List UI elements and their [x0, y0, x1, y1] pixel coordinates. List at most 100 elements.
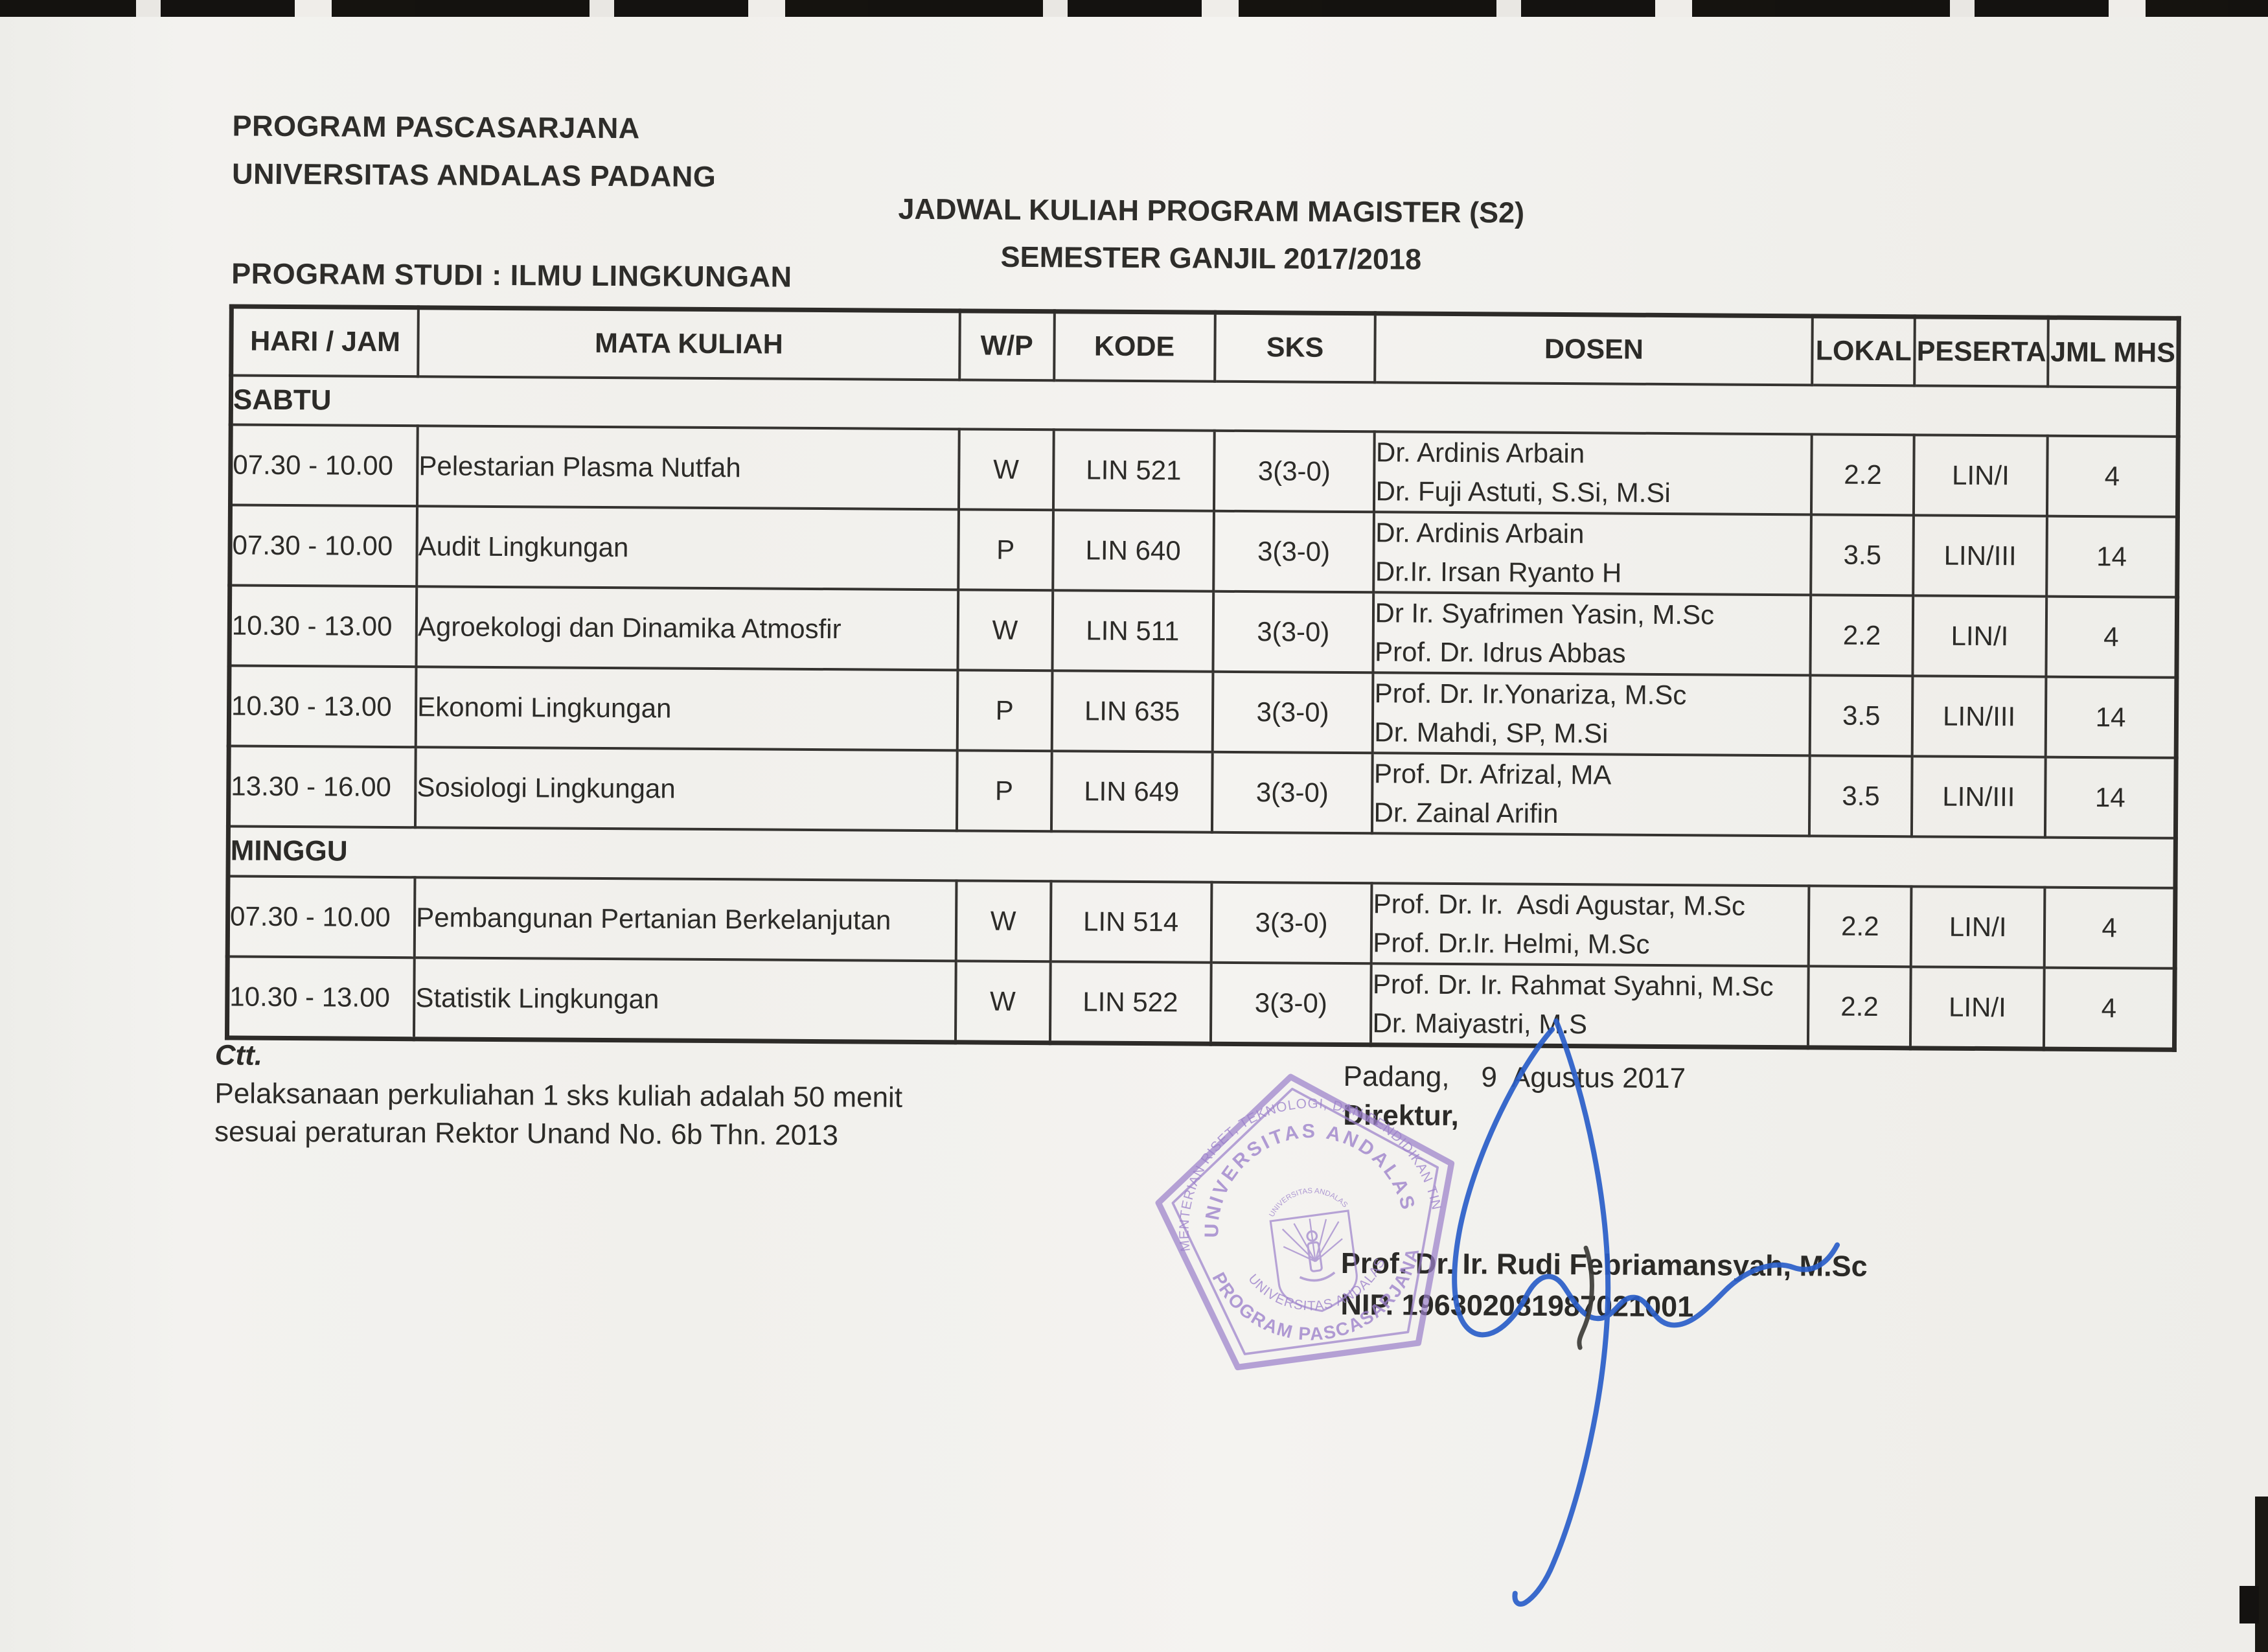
cell-lokal: 2.2 [1810, 594, 1914, 676]
cell-jml-mhs: 14 [2046, 516, 2178, 597]
cell-sks: 3(3-0) [1211, 882, 1372, 963]
title-line-1: JADWAL KULIAH PROGRAM MAGISTER (S2) [898, 192, 1525, 229]
dosen-line: Dr. Maiyastri, M.S [1372, 1007, 1588, 1039]
dosen-line: Prof. Dr.Ir. Helmi, M.Sc [1373, 926, 1650, 959]
cell-jam: 13.30 - 16.00 [228, 745, 416, 827]
cell-peserta: LIN/III [1912, 755, 2046, 838]
cell-sks: 3(3-0) [1210, 962, 1372, 1045]
col-header-hari-jam: HARI / JAM [231, 306, 418, 376]
cell-mata-kuliah: Agroekologi dan Dinamika Atmosfir [416, 586, 958, 670]
cell-peserta: LIN/I [1914, 434, 2048, 516]
cell-lokal: 2.2 [1809, 885, 1912, 967]
cell-dosen: Prof. Dr. Ir.Yonariza, M.Sc Dr. Mahdi, SP… [1373, 672, 1811, 755]
table-row: 07.30 - 10.00 Pembangunan Pertanian Berk… [227, 875, 2175, 969]
cell-kode: LIN 640 [1052, 509, 1214, 591]
col-header-jml-mhs: JML MHS [2048, 317, 2179, 387]
cell-jam: 10.30 - 13.00 [229, 665, 417, 747]
col-header-mata-kuliah: MATA KULIAH [418, 307, 960, 380]
stamp-emblem [1269, 1210, 1358, 1313]
cell-sks: 3(3-0) [1212, 591, 1374, 672]
col-header-dosen: DOSEN [1375, 313, 1813, 385]
program-studi-label: PROGRAM STUDI : ILMU LINGKUNGAN [231, 257, 792, 293]
cell-lokal: 2.2 [1808, 965, 1911, 1048]
dosen-line: Dr. Mahdi, SP, M.Si [1374, 716, 1609, 748]
dosen-line: Dr. Ardinis Arbain [1375, 436, 1585, 468]
cell-jml-mhs: 14 [2045, 757, 2177, 838]
cell-kode: LIN 635 [1051, 670, 1213, 752]
cell-wp: W [956, 880, 1051, 961]
cell-kode: LIN 521 [1053, 429, 1215, 511]
scanner-edge-right [2255, 1497, 2268, 1652]
cell-peserta: LIN/I [1910, 886, 2045, 968]
cell-kode: LIN 522 [1049, 961, 1211, 1044]
cell-dosen: Prof. Dr. Ir. Rahmat Syahni, M.Sc Dr. Mai… [1371, 963, 1809, 1048]
cell-peserta: LIN/I [1910, 966, 2045, 1049]
cell-peserta: LIN/I [1912, 595, 2047, 677]
cell-wp: P [957, 669, 1052, 751]
cell-mata-kuliah: Audit Lingkungan [417, 505, 959, 590]
cell-jml-mhs: 14 [2045, 676, 2177, 758]
cell-sks: 3(3-0) [1213, 430, 1375, 512]
cell-jam: 10.30 - 13.00 [229, 584, 417, 667]
dosen-line: Dr. Fuji Astuti, S.Si, M.Si [1375, 475, 1671, 508]
cell-dosen: Prof. Dr. Ir. Asdi Agustar, M.Sc Prof. Dr… [1371, 882, 1809, 966]
dosen-line: Prof. Dr. Idrus Abbas [1374, 636, 1626, 669]
cell-wp: P [956, 750, 1052, 831]
table-row: 10.30 - 13.00 Statistik Lingkungan W LIN… [227, 956, 2175, 1050]
cell-sks: 3(3-0) [1211, 751, 1373, 833]
cell-peserta: LIN/III [1913, 514, 2048, 597]
cell-peserta: LIN/III [1912, 675, 2046, 757]
cell-jam: 07.30 - 10.00 [230, 424, 418, 506]
cell-jml-mhs: 4 [2044, 887, 2175, 969]
cell-jml-mhs: 4 [2046, 596, 2177, 678]
schedule-table: HARI / JAM MATA KULIAH W/P KODE SKS DOSE… [224, 304, 2181, 1052]
document-title: JADWAL KULIAH PROGRAM MAGISTER (S2) SEME… [757, 184, 1665, 284]
table-row: 07.30 - 10.00 Pelestarian Plasma Nutfah … [230, 424, 2179, 517]
col-header-sks: SKS [1214, 312, 1376, 382]
table-row: 10.30 - 13.00 Ekonomi Lingkungan P LIN 6… [229, 665, 2177, 758]
table-row: 07.30 - 10.00 Audit Lingkungan P LIN 640… [229, 504, 2178, 597]
cell-jml-mhs: 4 [2047, 435, 2179, 517]
cell-mata-kuliah: Pelestarian Plasma Nutfah [417, 425, 959, 509]
stamp-emblem-text: UNIVERSITAS ANDALAS [1265, 1182, 1349, 1219]
dosen-line: Prof. Dr. Ir. Rahmat Syahni, M.Sc [1372, 968, 1774, 1002]
stamp-outer-pentagon [1155, 1073, 1455, 1371]
cell-lokal: 3.5 [1810, 674, 1913, 756]
stamp-inner-pentagon [1171, 1087, 1439, 1355]
dosen-line: Dr. Zainal Arifin [1373, 796, 1559, 829]
org-line-2: UNIVERSITAS ANDALAS PADANG [231, 157, 716, 194]
cell-dosen: Dr Ir. Syafrimen Yasin, M.Sc Prof. Dr. Id… [1373, 591, 1811, 675]
title-line-2: SEMESTER GANJIL 2017/2018 [1000, 240, 1422, 276]
cell-mata-kuliah: Ekonomi Lingkungan [415, 666, 958, 750]
cell-mata-kuliah: Pembangunan Pertanian Berkelanjutan [414, 877, 957, 961]
svg-text:UNIVERSITAS ANDALAS: UNIVERSITAS ANDALAS [1265, 1182, 1349, 1219]
dosen-line: Prof. Dr. Ir. Asdi Agustar, M.Sc [1373, 888, 1746, 921]
footnote-line-2: sesuai peraturan Rektor Unand No. 6b Thn… [214, 1116, 839, 1152]
cell-mata-kuliah: Statistik Lingkungan [414, 957, 956, 1042]
cell-wp: W [955, 960, 1051, 1043]
col-header-wp: W/P [959, 310, 1055, 380]
cell-dosen: Dr. Ardinis Arbain Dr.Ir. Irsan Ryanto H [1373, 511, 1812, 595]
footnote-line-1: Pelaksanaan perkuliahan 1 sks kuliah ada… [214, 1077, 903, 1114]
university-stamp: KEMENTERIAN RISET, TEKNOLOGI, DAN PENDID… [1129, 1049, 1455, 1371]
col-header-peserta: PESERTA [1914, 316, 2048, 387]
col-header-kode: KODE [1053, 311, 1215, 382]
footnote: Ctt. Pelaksanaan perkuliahan 1 sks kulia… [214, 1036, 903, 1154]
cell-wp: P [957, 509, 1053, 590]
cell-lokal: 2.2 [1811, 433, 1914, 515]
cell-dosen: Prof. Dr. Afrizal, MA Dr. Zainal Arifin [1372, 752, 1811, 836]
cell-kode: LIN 511 [1051, 590, 1213, 672]
cell-dosen: Dr. Ardinis Arbain Dr. Fuji Astuti, S.Si,… [1374, 431, 1813, 514]
cell-wp: W [958, 428, 1054, 510]
cell-sks: 3(3-0) [1212, 671, 1373, 753]
cell-kode: LIN 514 [1050, 880, 1211, 963]
col-header-lokal: LOKAL [1812, 315, 1915, 385]
cell-sks: 3(3-0) [1213, 511, 1375, 592]
table-row: 10.30 - 13.00 Agroekologi dan Dinamika A… [229, 584, 2177, 678]
table-header-row: HARI / JAM MATA KULIAH W/P KODE SKS DOSE… [231, 306, 2179, 387]
cell-jml-mhs: 4 [2043, 967, 2175, 1050]
table-row: 13.30 - 16.00 Sosiologi Lingkungan P LIN… [228, 745, 2177, 838]
dosen-line: Dr.Ir. Irsan Ryanto H [1375, 555, 1622, 588]
dosen-line: Prof. Dr. Ir.Yonariza, M.Sc [1374, 677, 1687, 710]
